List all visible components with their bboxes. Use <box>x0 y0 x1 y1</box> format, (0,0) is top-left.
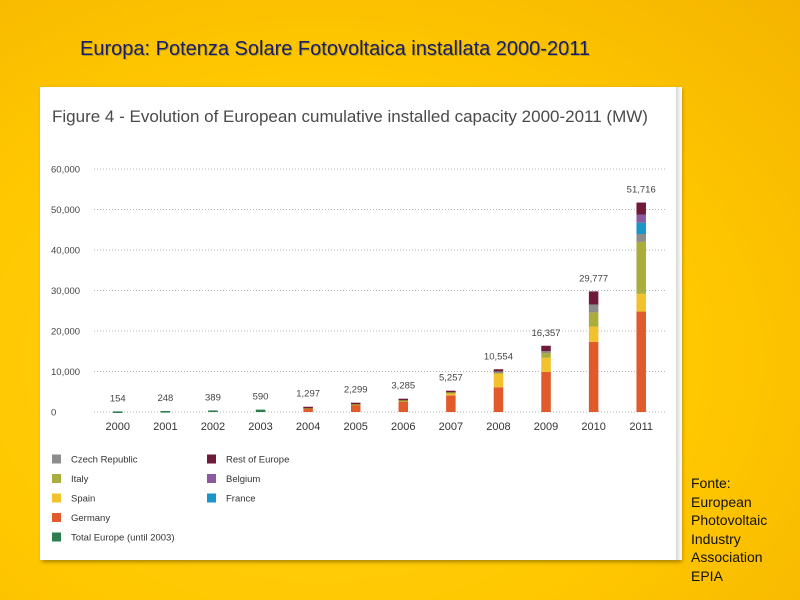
bar-segment <box>446 392 456 396</box>
y-tick-label: 50,000 <box>51 205 80 216</box>
figure-label: Figure 4 <box>52 107 115 126</box>
y-tick-label: 40,000 <box>51 246 80 257</box>
source-line: European <box>691 493 752 510</box>
source-line: Association <box>691 549 763 565</box>
bar-segment <box>588 312 599 327</box>
stacked-bar-chart: 0 10,000 20,000 30,000 40,000 50,000 60,000 154… <box>51 165 665 544</box>
bar-segment <box>303 406 313 409</box>
bar-segment <box>636 293 646 312</box>
bar-segment <box>350 403 361 412</box>
bar-segment <box>350 403 361 406</box>
bar-total-label: 10,554 <box>484 351 513 362</box>
source-line: Fonte: <box>691 475 731 491</box>
x-tick-label: 2004 <box>296 421 320 433</box>
bar-total-label: 1,297 <box>296 389 320 400</box>
y-tick-label: 20,000 <box>51 327 80 338</box>
bar-segment <box>493 369 504 372</box>
card-edge <box>676 87 682 560</box>
legend-swatch <box>207 474 216 483</box>
legend-label: Total Europe (until 2003) <box>71 533 175 544</box>
y-tick-label: 60,000 <box>51 165 80 176</box>
bar-segment <box>588 326 599 342</box>
x-tick-label: 2005 <box>343 421 367 433</box>
x-tick-label: 2002 <box>201 421 225 433</box>
bar-segment <box>493 371 504 374</box>
bar-segment <box>588 304 599 313</box>
legend-label: France <box>226 494 256 505</box>
bar-segment <box>493 387 504 412</box>
x-tick-label: 2001 <box>153 421 177 433</box>
legend-label: Belgium <box>226 474 260 485</box>
bar-segment <box>541 353 551 358</box>
bar-segment <box>541 357 551 372</box>
bar-segment <box>541 351 551 354</box>
bar-segment <box>636 234 646 242</box>
bar-segment <box>541 345 551 352</box>
figure-caption: Evolution of European cumulative install… <box>129 107 648 126</box>
bar-total-label: 389 <box>205 392 221 403</box>
legend-label: Italy <box>71 474 89 485</box>
legend-swatch <box>52 474 61 483</box>
bar-segment <box>493 373 504 388</box>
bar-segment <box>303 407 313 412</box>
source-note: Fonte: European Photovoltaic Industry As… <box>691 474 791 585</box>
bar-total-label: 5,257 <box>439 373 463 384</box>
x-tick-label: 2010 <box>581 421 605 433</box>
x-tick-label: 2008 <box>486 421 510 433</box>
bar-segment <box>208 410 218 413</box>
bar-total-label: 51,716 <box>627 185 656 196</box>
bar-segment <box>588 341 599 412</box>
x-tick-label: 2003 <box>248 421 272 433</box>
figure-title: Figure 4 - Evolution of European cumulat… <box>52 107 648 127</box>
y-tick-label: 10,000 <box>51 367 80 378</box>
x-tick-label: 2007 <box>439 421 463 433</box>
bar-total-label: 154 <box>110 393 126 404</box>
legend-label: Germany <box>71 513 110 524</box>
bar-segment <box>446 392 456 394</box>
bar-total-label: 2,299 <box>344 385 368 396</box>
chart-card: Figure 4 - Evolution of European cumulat… <box>40 87 680 560</box>
legend-label: Czech Republic <box>71 455 138 466</box>
bar-total-label: 248 <box>157 393 173 404</box>
legend-swatch <box>52 513 61 522</box>
bar-segment <box>636 222 646 235</box>
source-line: Industry <box>691 530 741 547</box>
y-tick-label: 0 <box>51 408 56 419</box>
legend-label: Spain <box>71 494 95 505</box>
bar-total-label: 16,357 <box>532 328 561 339</box>
bar-segment <box>113 411 123 413</box>
bar-segment <box>446 395 456 412</box>
legend-swatch <box>207 454 216 464</box>
x-tick-label: 2009 <box>534 421 558 433</box>
bar-segment <box>588 291 599 305</box>
legend-swatch <box>52 454 61 464</box>
legend-swatch <box>207 493 216 503</box>
bar-segment <box>255 409 266 412</box>
bar-total-label: 29,777 <box>579 273 608 284</box>
bar-total-label: 3,285 <box>391 381 415 392</box>
bar-segment <box>636 311 646 412</box>
slide-title: Europa: Potenza Solare Fotovoltaica inst… <box>80 38 590 60</box>
bar-segment <box>446 390 456 393</box>
bar-total-label: 590 <box>253 392 269 403</box>
bar-segment <box>398 399 409 402</box>
x-tick-label: 2011 <box>629 421 653 433</box>
bar-segment <box>398 400 409 412</box>
legend-swatch <box>52 532 61 542</box>
bar-segment <box>636 202 646 215</box>
bar-segment <box>636 241 646 294</box>
x-tick-label: 2000 <box>106 421 130 433</box>
legend-swatch <box>52 493 61 503</box>
source-line: Photovoltaic <box>691 512 768 528</box>
y-tick-label: 30,000 <box>51 286 80 297</box>
bar-segment <box>350 402 361 405</box>
bar-segment <box>636 214 646 223</box>
x-tick-label: 2006 <box>391 421 415 433</box>
bar-segment <box>160 410 171 413</box>
bar-segment <box>398 398 409 401</box>
bar-segment <box>541 371 551 412</box>
source-line: EPIA <box>691 567 723 584</box>
legend-label: Rest of Europe <box>226 455 289 466</box>
figure-separator: - <box>114 107 130 126</box>
